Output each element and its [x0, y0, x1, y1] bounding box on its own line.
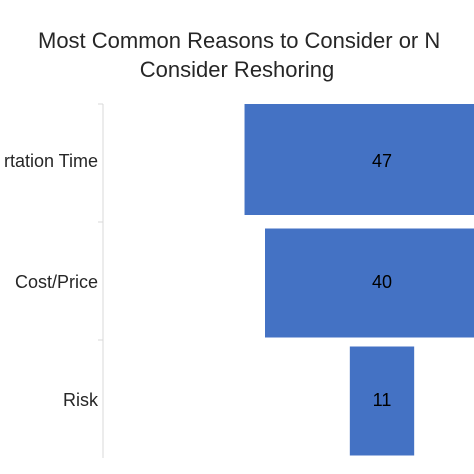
chart-title-line-2: Consider Reshoring: [139, 57, 335, 82]
category-label-0: rtation Time: [4, 151, 98, 171]
bar-1: [265, 228, 474, 338]
category-label-2: Risk: [63, 390, 99, 410]
data-label-1: 40: [372, 272, 392, 292]
data-label-2: 11: [373, 390, 392, 410]
category-label-1: Cost/Price: [15, 272, 98, 292]
chart-title-line-1: Most Common Reasons to Consider or N: [38, 28, 441, 53]
data-label-0: 47: [372, 151, 392, 171]
bar-2: [349, 346, 415, 456]
bar-0: [244, 104, 474, 215]
